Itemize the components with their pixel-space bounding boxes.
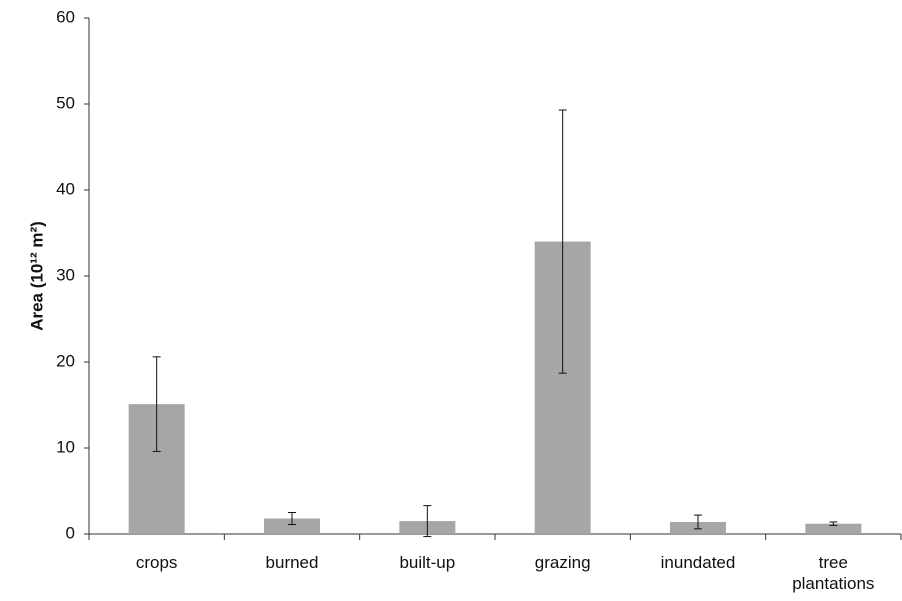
- error-bar: [558, 109, 567, 374]
- x-tick-label: burned: [265, 553, 319, 572]
- y-tick-label: 0: [66, 523, 75, 542]
- bar: [264, 518, 320, 534]
- x-tick-label: grazing: [534, 553, 591, 572]
- x-tick-label: crops: [135, 553, 178, 572]
- x-tick-label: inundated: [660, 553, 736, 572]
- error-bar: [423, 505, 432, 538]
- y-tick-label: 40: [56, 179, 75, 198]
- error-bar: [829, 521, 838, 526]
- error-bar: [288, 512, 296, 526]
- x-tick-label: built-up: [399, 553, 456, 572]
- y-tick-label: 10: [56, 437, 75, 456]
- error-bar: [152, 356, 161, 452]
- y-tick-label: 60: [56, 7, 75, 26]
- y-tick-label: 50: [56, 93, 75, 112]
- y-tick-label: 20: [56, 351, 75, 370]
- y-axis-label: Area (10¹² m²): [27, 221, 46, 331]
- error-bar: [694, 514, 702, 530]
- x-tick-label: tree plantations: [792, 553, 875, 593]
- bar: [805, 523, 862, 534]
- y-tick-label: 30: [56, 265, 75, 284]
